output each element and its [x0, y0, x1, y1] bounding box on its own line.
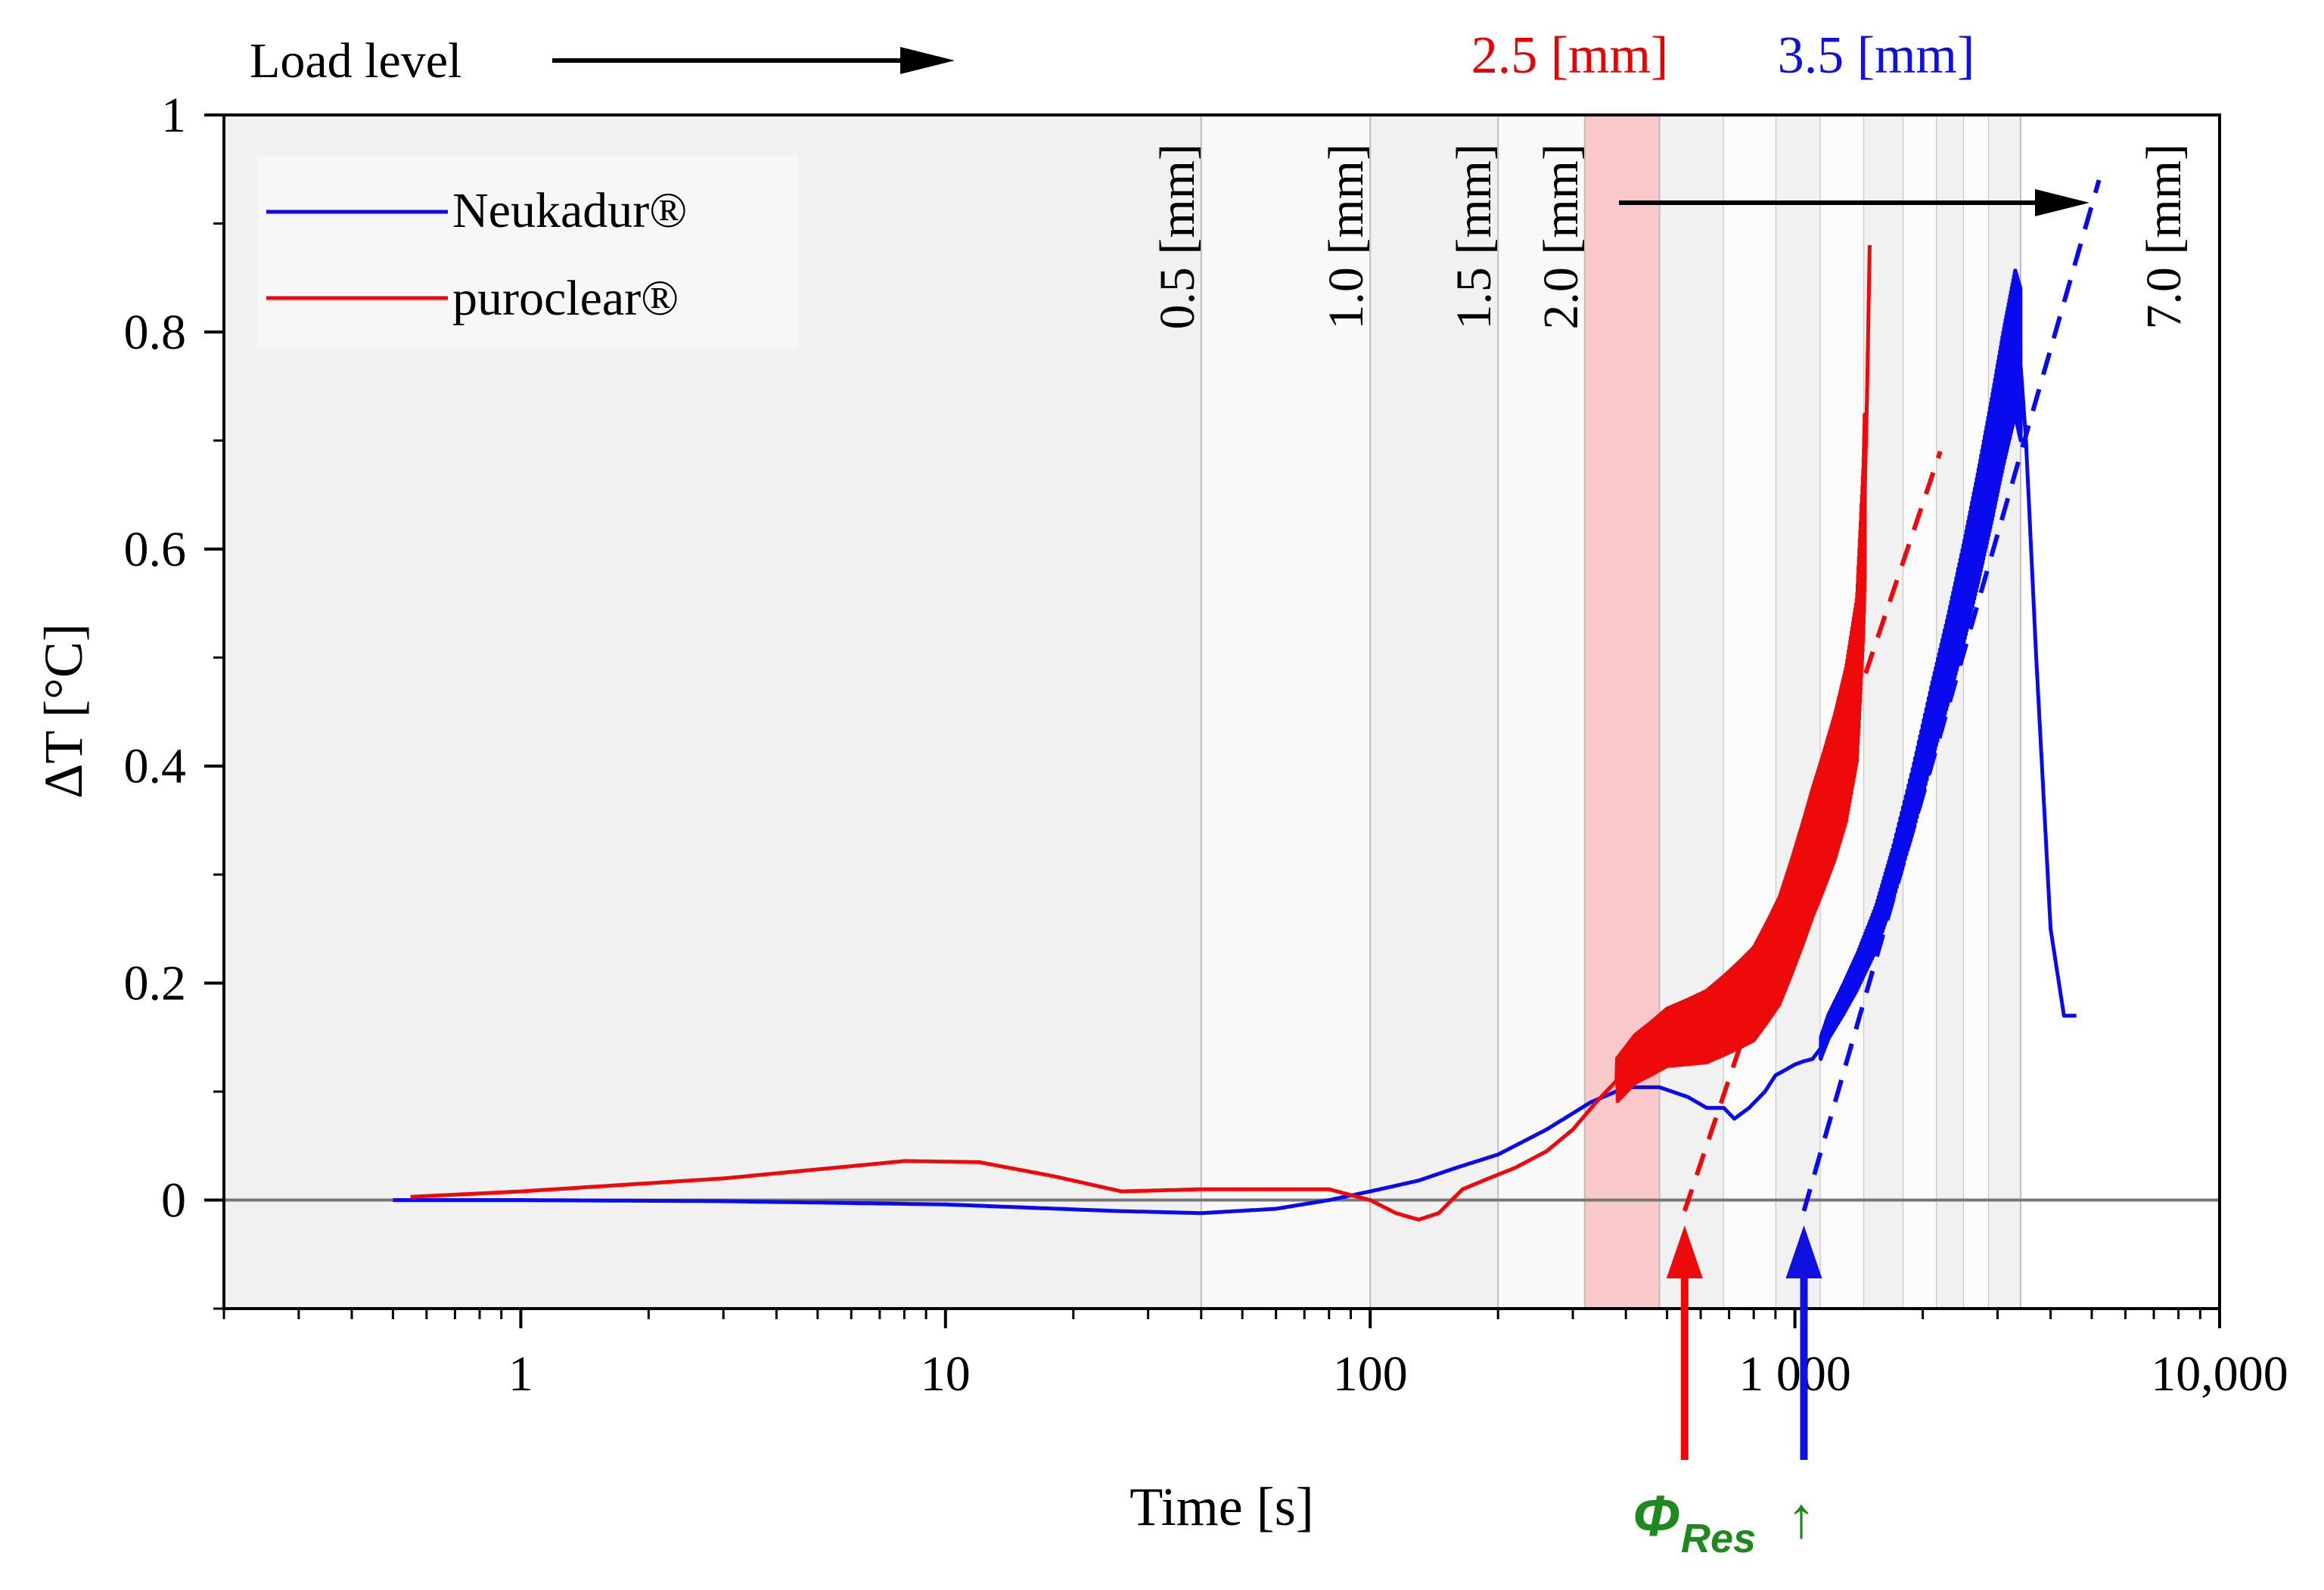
progress-arrow: [1619, 189, 2089, 216]
y-tick-label-3: 0.6: [124, 522, 187, 577]
band-6: [2020, 115, 2220, 1309]
phi-res-blue-arrowhead: [1785, 1225, 1822, 1278]
series-lines: [393, 245, 2078, 1222]
progress-arrowhead: [2035, 189, 2089, 216]
load-level-header: Load level: [250, 33, 955, 89]
band-4: [1584, 115, 1660, 1309]
band-label-6: 7.0 [mm]: [2136, 144, 2192, 330]
band-label-5: 3.5 [mm]: [1778, 26, 1975, 85]
band-label-4: 2.5 [mm]: [1471, 26, 1669, 85]
band-2: [1498, 115, 1585, 1309]
phi-res-symbol: Φ: [1633, 1484, 1680, 1548]
y-tick-label-5: 1: [161, 88, 186, 143]
legend-label-puroclear: puroclear®: [452, 271, 679, 326]
extra-band-7: [1964, 115, 1988, 1309]
band-0: [1201, 115, 1371, 1309]
axes: 1 10 100 1 000 10,000 0 0.2 0.4 0.6 0.8 1: [124, 88, 2288, 1402]
x-axis-label: Time [s]: [1129, 1477, 1313, 1537]
load-level-text: Load level: [250, 33, 461, 89]
load-level-labels: 0.5 [mm] 1.0 [mm] 1.5 [mm] 2.0 [mm] 2.5 [mm]…: [1150, 26, 2192, 330]
y-tick-label-1: 0.2: [124, 956, 187, 1011]
x-tick-label-1: 10: [921, 1346, 971, 1402]
legend-label-neukadur: Neukadur®: [452, 183, 687, 238]
x-tick-label-2: 100: [1333, 1346, 1408, 1402]
band-label-2: 1.5 [mm]: [1446, 144, 1502, 330]
legend-box: [257, 156, 798, 348]
phi-res-subscript: Res: [1681, 1516, 1756, 1561]
phi-res-markers: Φ Res ↑: [1633, 1225, 1822, 1561]
y-axis-label: ΔT [°C]: [33, 623, 94, 799]
extra-band-1: [1723, 115, 1776, 1309]
x-tick-label-0: 1: [508, 1346, 533, 1402]
band-label-1: 1.0 [mm]: [1319, 144, 1374, 330]
y-tick-label-2: 0.4: [124, 739, 187, 794]
plot-frame: [222, 113, 2221, 1310]
tangent-lines: [1682, 179, 2102, 1212]
y-tick-label-4: 0.8: [124, 305, 187, 360]
band-label-3: 2.0 [mm]: [1533, 144, 1589, 330]
tangent-1: [1801, 179, 2102, 1212]
legend: Neukadur® puroclear®: [257, 156, 798, 348]
phi-res-red-arrowhead: [1666, 1225, 1703, 1278]
series-line-1: [410, 245, 1872, 1222]
series-line-0: [393, 269, 2078, 1216]
x-tick-label-3: 1 000: [1738, 1346, 1851, 1402]
tangent-0: [1682, 450, 1943, 1212]
x-tick-label-4: 10,000: [2151, 1346, 2288, 1402]
band-label-0: 0.5 [mm]: [1150, 144, 1205, 330]
phi-res-up-arrow: ↑: [1787, 1486, 1816, 1550]
y-tick-label-0: 0: [161, 1173, 186, 1228]
load-level-arrowhead: [900, 47, 955, 74]
